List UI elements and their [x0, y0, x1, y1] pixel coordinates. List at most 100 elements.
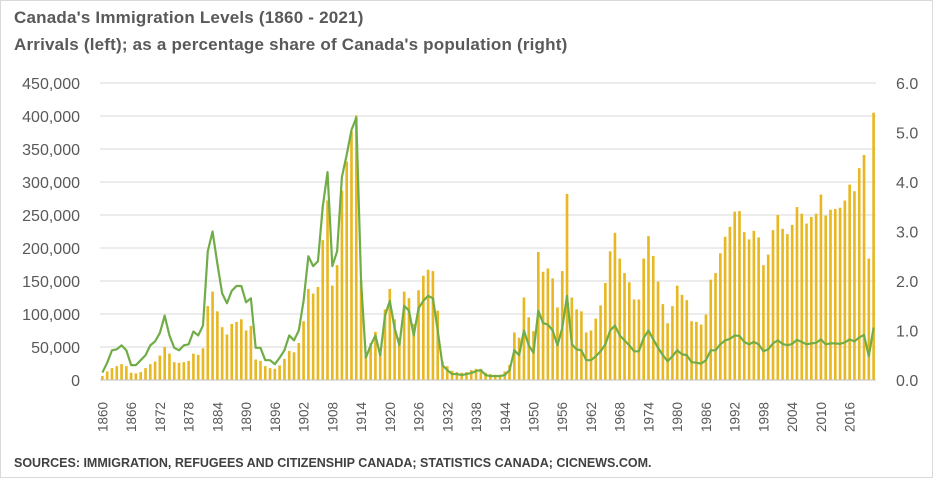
bar-1939 — [479, 368, 483, 380]
x-tick-label-1884: 1884 — [210, 401, 225, 432]
bar-2020 — [867, 258, 871, 380]
bar-1991 — [728, 226, 732, 380]
bar-1934 — [455, 372, 459, 380]
bar-2002 — [781, 228, 784, 380]
bar-1902 — [302, 321, 305, 380]
x-tick-label-1962: 1962 — [584, 402, 599, 432]
bar-1957 — [565, 193, 569, 380]
bar-2019 — [862, 154, 866, 380]
bar-1999 — [766, 254, 770, 380]
x-tick-label-1968: 1968 — [613, 402, 628, 432]
bar-2006 — [800, 213, 804, 380]
bar-1870 — [148, 364, 152, 380]
bar-1969 — [623, 273, 626, 380]
bar-1983 — [690, 321, 693, 380]
x-tick-label-1980: 1980 — [670, 402, 685, 432]
bar-1952 — [541, 271, 545, 380]
bar-1964 — [599, 305, 602, 380]
bar-1899 — [287, 350, 291, 380]
bar-1920 — [388, 288, 392, 380]
bar-1864 — [120, 364, 123, 380]
bar-2021 — [872, 112, 875, 380]
chart-subtitle: Arrivals (left); as a percentage share o… — [14, 35, 568, 54]
bar-1937 — [469, 370, 473, 380]
bar-1878 — [187, 360, 190, 380]
bar-1910 — [340, 190, 344, 380]
bar-1863 — [115, 366, 119, 380]
x-tick-label-2010: 2010 — [814, 402, 829, 432]
bar-2014 — [838, 207, 842, 380]
bar-1976 — [656, 281, 660, 380]
x-tick-label-1998: 1998 — [756, 402, 771, 432]
bar-2009 — [814, 213, 818, 380]
bar-1873 — [163, 347, 166, 380]
bar-2008 — [810, 216, 813, 380]
x-tick-label-1896: 1896 — [268, 402, 283, 432]
bar-1907 — [326, 200, 329, 380]
bar-1927 — [422, 275, 425, 380]
x-tick-label-1932: 1932 — [440, 402, 455, 432]
x-tick-label-2004: 2004 — [785, 401, 800, 432]
bar-1923 — [402, 291, 406, 380]
bar-1871 — [153, 361, 157, 380]
bar-1892 — [254, 359, 257, 380]
bar-1985 — [699, 324, 703, 380]
bar-1936 — [465, 372, 468, 380]
bar-1877 — [182, 362, 186, 380]
bar-2013 — [833, 209, 837, 380]
bar-1931 — [441, 361, 444, 380]
bar-1860 — [101, 376, 104, 380]
bar-1973 — [642, 258, 645, 380]
bar-2001 — [776, 215, 780, 380]
x-tick-label-1992: 1992 — [728, 402, 743, 432]
bar-1960 — [580, 311, 583, 380]
bar-1867 — [134, 373, 138, 380]
x-tick-label-1974: 1974 — [641, 401, 656, 432]
bar-1997 — [757, 237, 760, 380]
bar-2017 — [853, 191, 856, 380]
bar-2004 — [790, 224, 794, 380]
bar-1992 — [733, 211, 737, 380]
bar-1930 — [436, 310, 440, 380]
bar-1889 — [239, 319, 243, 380]
left-axis-tick-label: 250,000 — [22, 208, 80, 225]
bar-1933 — [450, 370, 454, 380]
bar-1924 — [407, 298, 411, 380]
bar-1943 — [498, 374, 502, 380]
bar-1876 — [177, 362, 181, 380]
bar-1993 — [738, 211, 741, 380]
right-axis-tick-label: 2.0 — [896, 274, 918, 291]
x-tick-label-1878: 1878 — [182, 402, 197, 432]
bar-1879 — [192, 353, 195, 380]
bar-1961 — [584, 332, 588, 380]
bar-1986 — [704, 314, 708, 380]
bar-1886 — [225, 334, 229, 380]
bar-1883 — [211, 291, 214, 380]
bar-1994 — [742, 232, 746, 380]
bar-1888 — [235, 321, 238, 380]
x-tick-label-1944: 1944 — [498, 401, 513, 432]
bar-1965 — [604, 282, 607, 380]
x-tick-label-1908: 1908 — [325, 402, 340, 432]
bar-1906 — [321, 240, 325, 380]
right-axis-tick-label: 5.0 — [896, 126, 918, 143]
left-axis-tick-label: 150,000 — [22, 274, 80, 291]
x-tick-label-1938: 1938 — [469, 402, 484, 432]
x-tick-label-1926: 1926 — [412, 402, 427, 432]
x-tick-label-1986: 1986 — [699, 402, 714, 432]
bar-1962 — [589, 330, 593, 380]
right-axis-tick-label: 1.0 — [896, 324, 918, 341]
bar-1990 — [723, 236, 727, 380]
bar-1916 — [369, 343, 372, 380]
bar-1989 — [719, 253, 722, 380]
bar-1919 — [383, 309, 387, 380]
bar-1932 — [445, 366, 449, 380]
bar-1988 — [714, 273, 717, 380]
x-tick-label-2016: 2016 — [843, 402, 858, 432]
bar-1918 — [378, 352, 382, 380]
bar-1942 — [493, 374, 497, 380]
left-axis-tick-label: 300,000 — [22, 175, 80, 192]
bar-1905 — [316, 286, 320, 380]
bar-1925 — [412, 323, 416, 380]
